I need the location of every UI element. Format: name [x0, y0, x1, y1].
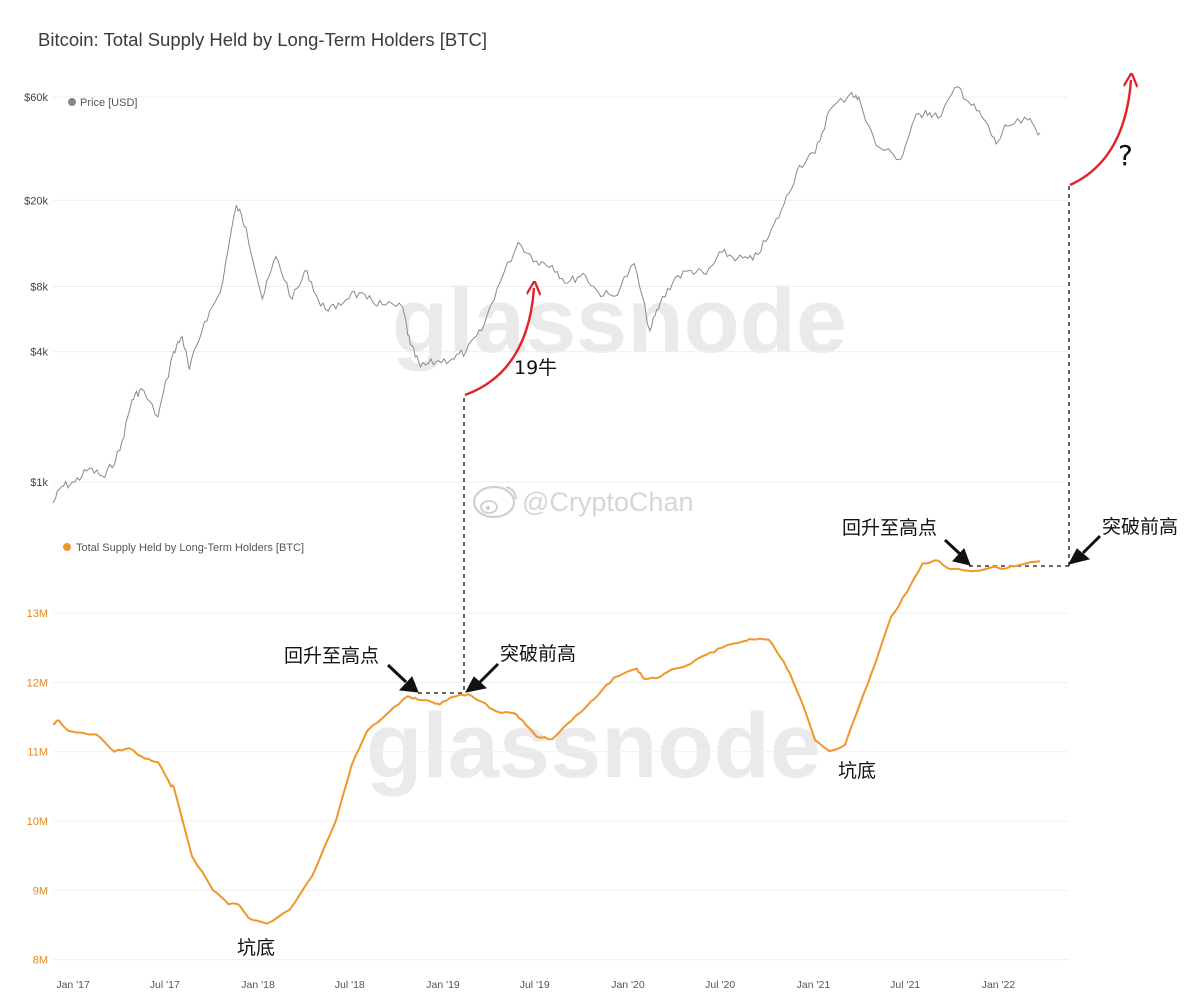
y-tick-lth: 11M [27, 747, 48, 759]
x-tick-label: Jul '21 [890, 979, 920, 991]
arrow-return-high-1 [386, 663, 408, 684]
x-tick-label: Jan '21 [797, 979, 831, 991]
series-line-price [52, 86, 1041, 504]
x-tick-label: Jan '17 [56, 979, 90, 991]
grid-lines [53, 96, 1068, 961]
arrow-return-high-1-head [398, 676, 419, 693]
weibo-icon [472, 485, 517, 519]
x-tick-label: Jan '19 [426, 979, 460, 991]
x-tick-label: Jan '20 [611, 979, 645, 991]
y-tick-lth: 8M [33, 955, 48, 967]
annotation-return-high-1: 回升至高点 [284, 645, 379, 667]
red-arrow-future [1069, 80, 1131, 187]
black-arrows [386, 534, 1102, 693]
arrow-break-high-2 [1081, 534, 1102, 555]
y-tick-lth: 9M [33, 885, 48, 897]
watermark-bottom: glassnode [366, 695, 821, 797]
annotation-break-high-1: 突破前高 [500, 643, 576, 665]
x-tick-label: Jul '19 [520, 979, 550, 991]
dashed-connectors [418, 186, 1070, 694]
red-arrow-19-bull [464, 288, 534, 397]
arrow-break-high-2-head [1068, 548, 1091, 565]
y-tick-price: $8k [30, 281, 48, 293]
legend-lth-marker [63, 543, 71, 551]
watermark-top: glassnode [392, 270, 847, 372]
annotation-bottom-1: 坑底 [237, 937, 275, 959]
y-tick-price: $4k [30, 347, 48, 359]
chart-title: Bitcoin: Total Supply Held by Long-Term … [38, 29, 487, 50]
annotation-question: ? [1118, 139, 1133, 172]
legend-price-marker [68, 98, 76, 106]
arrow-return-high-2-head [952, 548, 971, 566]
legend-lth: Total Supply Held by Long-Term Holders [… [76, 542, 304, 554]
x-axis-ticks: Jan '17 Jul '17 Jan '18 Jul '18 Jan '19 Jul '… [56, 979, 1015, 991]
annotation-bottom-2: 坑底 [838, 760, 876, 782]
x-tick-label: Jul '20 [705, 979, 735, 991]
x-tick-label: Jan '18 [241, 979, 275, 991]
annotation-19-bull: 19牛 [514, 357, 557, 379]
series-line-lth [53, 559, 1041, 925]
x-tick-label: Jul '17 [150, 979, 180, 991]
arrow-break-high-1-head [465, 676, 488, 693]
y-tick-price: $20k [24, 195, 48, 207]
y-axis-ticks: $1k $4k $8k $20k $60k 8M 9M 10M 11M 12M 13M [24, 92, 48, 967]
arrow-return-high-2 [943, 538, 962, 556]
x-tick-label: Jul '18 [335, 979, 365, 991]
x-tick-label: Jan '22 [982, 979, 1016, 991]
y-tick-lth: 10M [27, 816, 48, 828]
y-tick-lth: 13M [27, 608, 48, 620]
y-tick-lth: 12M [27, 677, 48, 689]
y-tick-price: $1k [30, 477, 48, 489]
y-tick-price: $60k [24, 92, 48, 104]
arrow-break-high-1 [478, 662, 500, 684]
legend-price: Price [USD] [80, 97, 137, 109]
annotation-return-high-2: 回升至高点 [842, 517, 937, 539]
annotation-break-high-2: 突破前高 [1102, 516, 1178, 538]
credit-text: @CryptoChan [522, 487, 693, 517]
